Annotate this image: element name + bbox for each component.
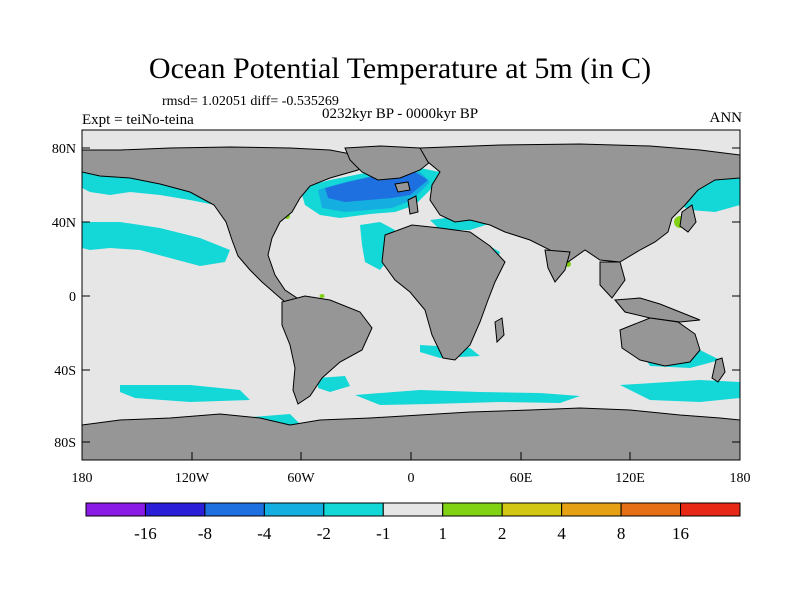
colorbar-swatch bbox=[561, 502, 622, 517]
landmass-eurasia bbox=[419, 143, 740, 263]
colorbar-swatch bbox=[323, 502, 384, 517]
latitude-axis: 80N 40N 0 40S 80S bbox=[52, 142, 740, 451]
colorbar-label: 2 bbox=[498, 524, 507, 543]
colorbar-label: -4 bbox=[257, 524, 272, 543]
lon-tick-label: 60E bbox=[510, 471, 533, 486]
stats-label: rmsd= 1.02051 diff= -0.535269 bbox=[162, 94, 339, 109]
landmass-iceland bbox=[394, 181, 411, 193]
season-label: ANN bbox=[709, 110, 743, 126]
landmass-maritime-continent bbox=[613, 297, 701, 323]
colorbar-swatch bbox=[263, 502, 325, 517]
lat-tick-label: 40S bbox=[54, 364, 76, 379]
landmass-new-zealand bbox=[711, 357, 726, 383]
colorbar-swatch bbox=[144, 502, 206, 517]
lat-tick-label: 80S bbox=[54, 436, 76, 451]
landmass-uk bbox=[407, 195, 419, 215]
colorbar-label: 8 bbox=[617, 524, 626, 543]
landmass-india bbox=[544, 249, 571, 283]
landmass-antarctica bbox=[82, 407, 740, 460]
lon-tick-label: 60W bbox=[287, 471, 315, 486]
anomaly-region-southern-ocean-atlantic bbox=[318, 376, 350, 392]
colorbar-swatch bbox=[382, 502, 444, 517]
anomaly-region-southern-ocean-indian bbox=[355, 390, 580, 405]
lon-tick-label: 120E bbox=[615, 471, 645, 486]
colorbar-label: 16 bbox=[672, 524, 689, 543]
colorbar-swatch bbox=[501, 502, 563, 517]
colorbar: -16 -8 -4 -2 -1 1 2 4 8 16 bbox=[85, 502, 741, 543]
landmass-greenland bbox=[344, 145, 436, 181]
lat-tick-label: 0 bbox=[69, 290, 76, 305]
colorbar-swatch bbox=[620, 502, 682, 517]
colorbar-label: 4 bbox=[557, 524, 566, 543]
longitude-axis: 180 120W 60W 0 60E 120E 180 bbox=[72, 452, 751, 486]
landmass-madagascar bbox=[494, 317, 505, 344]
landmass-southeast-asia bbox=[599, 261, 626, 299]
colorbar-label: -2 bbox=[317, 524, 331, 543]
anomaly-region-subtropical-pacific bbox=[82, 222, 230, 266]
experiment-label: Expt = teiNo-teina bbox=[82, 112, 194, 128]
colorbar-label: -8 bbox=[198, 524, 212, 543]
landmass-south-america bbox=[281, 295, 373, 405]
lat-tick-label: 80N bbox=[52, 142, 76, 157]
lon-tick-label: 180 bbox=[72, 471, 93, 486]
colorbar-label: 1 bbox=[438, 524, 447, 543]
colorbar-swatch bbox=[442, 502, 503, 517]
lat-tick-label: 40N bbox=[52, 216, 76, 231]
colorbar-label: -16 bbox=[134, 524, 157, 543]
landmass-north-america bbox=[82, 146, 374, 313]
landmass-africa bbox=[381, 224, 506, 361]
colorbar-swatch bbox=[204, 502, 265, 517]
period-label: 0232kyr BP - 0000kyr BP bbox=[322, 106, 479, 122]
lon-tick-label: 120W bbox=[175, 471, 210, 486]
lon-tick-label: 0 bbox=[408, 471, 415, 486]
anomaly-region-north-atlantic-core bbox=[325, 172, 428, 202]
colorbar-swatch bbox=[85, 502, 146, 517]
anomaly-spot-caribbean bbox=[319, 294, 325, 298]
landmass-australia bbox=[619, 317, 701, 367]
anomaly-region-south-pacific bbox=[120, 385, 250, 402]
colorbar-swatch bbox=[680, 502, 741, 517]
colorbar-label: -1 bbox=[376, 524, 390, 543]
lon-tick-label: 180 bbox=[730, 471, 751, 486]
anomaly-region-southern-ocean-pacific bbox=[620, 380, 740, 402]
landmass-japan bbox=[679, 204, 697, 233]
map-title: Ocean Potential Temperature at 5m (in C) bbox=[148, 52, 652, 85]
